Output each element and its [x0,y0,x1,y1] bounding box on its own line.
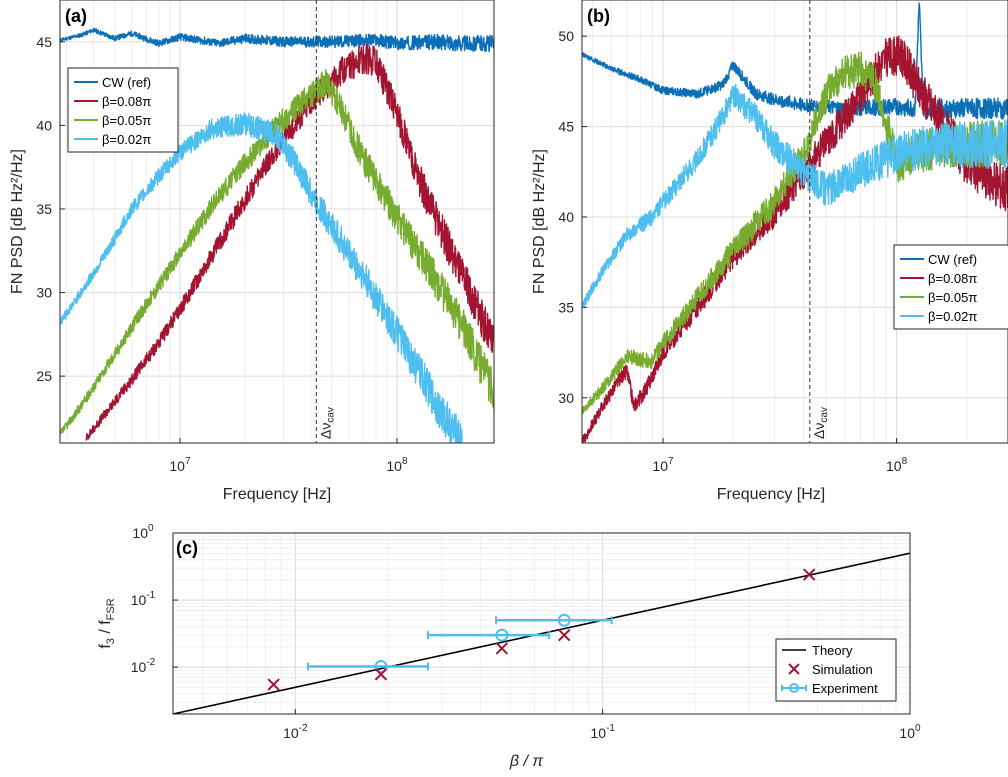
simulation-point [803,568,816,581]
legend: Theory Simulation Experiment [775,638,897,702]
axes-box [581,0,1008,444]
experiment-point [374,660,388,674]
y-axis-label: FN PSD [dB Hz²/Hz] [531,149,548,294]
series-line-3 [582,83,1008,308]
grid [582,0,1008,443]
series-group [582,2,1008,443]
legend-entry: β=0.02π [928,309,977,324]
theory-line [172,552,911,715]
panel-label: (a) [65,6,87,26]
y-tick-label: 30 [558,390,574,406]
y-tick-label: 10-1 [131,590,156,608]
x-tick-label: 108 [886,456,908,474]
simulation-point [267,678,280,691]
legend-entry: Experiment [812,681,878,696]
legend: CW (ref) β=0.08π β=0.05π β=0.02π [893,244,1008,330]
experiment-point [495,628,509,642]
series-group [60,27,494,443]
simulation-point [558,628,571,642]
legend-entry: Simulation [812,662,873,677]
y-tick-label: 50 [558,28,574,44]
y-axis-label: FN PSD [dB Hz²/Hz] [9,149,26,294]
legend-swatch-simulation [788,663,800,675]
experiment-point [557,613,571,627]
panel-label: (c) [176,538,198,558]
axes-box [172,532,911,715]
x-tick-label: 107 [652,456,674,474]
legend-entry: β=0.02π [102,132,151,147]
legend-entry: CW (ref) [102,75,151,90]
simulation-point [374,668,388,681]
y-tick-label: 40 [558,209,574,225]
scaling-panel-c: 10-2 10-2 10-1 10-1 100 100 β / π f3 / fFSR (c) T… [97,523,921,770]
x-axis-label: Frequency [Hz] [717,486,825,503]
y-tick-label: 10-2 [131,657,156,675]
y-tick-label: 40 [36,117,52,133]
psd-panel-a: Δνcav 25 30 35 40 45 107 108 Frequency [Hz] FN PS… [9,0,495,503]
x-axis-label: β / π [509,753,543,770]
cavity-linewidth-label: Δνcav [811,407,830,439]
y-tick-label: 45 [36,34,52,50]
x-axis-label: Frequency [Hz] [223,486,331,503]
series-line-0 [60,27,494,53]
y-tick-label: 35 [558,299,574,315]
y-tick-label: 25 [36,368,52,384]
psd-panel-b: Δνcav 30 35 40 45 50 107 108 Frequency [Hz] FN PS… [531,0,1008,503]
legend-entry: β=0.05π [928,290,977,305]
y-tick-label: 35 [36,201,52,217]
legend-entry: β=0.08π [102,94,151,109]
y-tick-label: 30 [36,285,52,301]
series-line-0 [582,2,1008,120]
x-tick-label: 107 [169,456,191,474]
series-line-1 [85,44,494,441]
legend-entry: Theory [812,643,853,658]
simulation-point [495,642,509,655]
axes-box [59,0,495,444]
cavity-linewidth-label: Δνcav [317,407,336,439]
legend-swatch-experiment-marker [789,683,799,693]
legend-entry: β=0.05π [102,113,151,128]
legend-entry: β=0.08π [928,271,977,286]
x-tick-label: 108 [386,456,408,474]
panel-label: (b) [587,6,610,26]
series-line-3 [60,112,463,443]
y-tick-label: 45 [558,119,574,135]
x-tick-label: 10-2 [283,723,308,741]
series-line-2 [60,68,494,434]
y-tick-label: 100 [132,523,154,541]
x-tick-label: 100 [899,723,921,741]
legend-entry: CW (ref) [928,252,977,267]
x-tick-label: 10-1 [590,723,615,741]
legend: CW (ref) β=0.08π β=0.05π β=0.02π [67,67,179,153]
y-axis-label: f3 / fFSR [97,598,117,648]
